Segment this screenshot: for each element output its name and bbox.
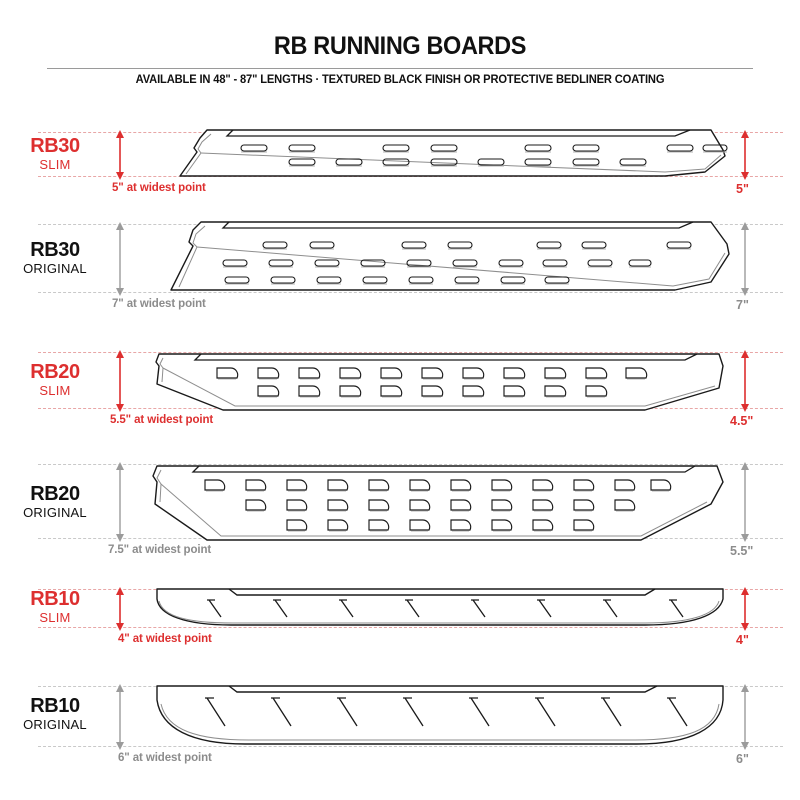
- left-dimension-caption: 7" at widest point: [112, 298, 206, 310]
- model-label-block: RB20 ORIGINAL: [0, 484, 110, 522]
- model-name: RB30: [30, 135, 80, 157]
- guide-line-top: [38, 464, 783, 465]
- model-variant: ORIGINAL: [23, 261, 87, 276]
- product-row-rb10-original: RB10 ORIGINAL 6" at widest point: [0, 672, 800, 772]
- left-dimension-arrow: [116, 587, 124, 631]
- right-dimension-value: 4.5": [730, 414, 754, 428]
- model-label-block: RB30 SLIM: [0, 136, 110, 174]
- model-name: RB20: [30, 361, 80, 383]
- running-board-illustration: [170, 221, 730, 291]
- product-row-rb20-slim: RB20 SLIM 5.5" at widest point: [0, 340, 800, 440]
- product-row-rb30-slim: RB30 SLIM 5" at widest point: [0, 118, 800, 210]
- model-variant: ORIGINAL: [23, 505, 87, 520]
- left-dimension-caption: 7.5" at widest point: [108, 544, 212, 556]
- left-dimension-arrow: [116, 462, 124, 542]
- right-dimension-arrow: [741, 462, 749, 542]
- page-title: RB RUNNING BOARDS: [273, 32, 527, 60]
- left-dimension-caption: 4" at widest point: [118, 633, 212, 645]
- model-name: RB10: [30, 695, 80, 717]
- left-dimension-arrow: [116, 130, 124, 180]
- model-label-block: RB20 SLIM: [0, 362, 110, 400]
- guide-line-bottom: [38, 746, 783, 747]
- page-header: RB RUNNING BOARDS AVAILABLE IN 48" - 87"…: [0, 0, 800, 86]
- left-dimension-arrow: [116, 350, 124, 412]
- running-board-illustration: [152, 465, 724, 541]
- right-dimension-arrow: [741, 130, 749, 180]
- left-dimension-arrow: [116, 684, 124, 750]
- left-dimension-caption: 5.5" at widest point: [110, 414, 214, 426]
- left-dimension-arrow: [116, 222, 124, 296]
- model-variant: SLIM: [39, 610, 71, 625]
- right-dimension-arrow: [741, 684, 749, 750]
- product-row-rb30-original: RB30 ORIGINAL 7" at widest point: [0, 210, 800, 318]
- model-variant: SLIM: [39, 383, 71, 398]
- right-dimension-arrow: [741, 350, 749, 412]
- product-row-rb20-original: RB20 ORIGINAL 7.5" at widest point: [0, 452, 800, 562]
- guide-line-bottom: [38, 292, 783, 293]
- product-row-rb10-slim: RB10 SLIM 4" at widest point: [0, 575, 800, 661]
- right-dimension-value: 4": [736, 633, 749, 647]
- guide-line-top: [38, 352, 783, 353]
- guide-line-bottom: [38, 627, 783, 628]
- right-dimension-value: 5": [736, 182, 749, 196]
- left-dimension-caption: 6" at widest point: [118, 752, 212, 764]
- page-subtitle: AVAILABLE IN 48" - 87" LENGTHS · TEXTURE…: [135, 74, 665, 86]
- model-label-block: RB10 SLIM: [0, 589, 110, 627]
- running-board-illustration: [179, 129, 728, 177]
- model-name: RB20: [30, 483, 80, 505]
- model-name: RB30: [30, 239, 80, 261]
- right-dimension-value: 5.5": [730, 544, 754, 558]
- model-name: RB10: [30, 588, 80, 610]
- running-board-illustration: [156, 685, 724, 745]
- model-label-block: RB10 ORIGINAL: [0, 696, 110, 734]
- right-dimension-value: 7": [736, 298, 749, 312]
- model-label-block: RB30 ORIGINAL: [0, 240, 110, 278]
- header-divider: [47, 68, 753, 69]
- right-dimension-value: 6": [736, 752, 749, 766]
- right-dimension-arrow: [741, 587, 749, 631]
- model-variant: SLIM: [39, 157, 71, 172]
- model-variant: ORIGINAL: [23, 717, 87, 732]
- left-dimension-caption: 5" at widest point: [112, 182, 206, 194]
- running-board-illustration: [155, 353, 724, 411]
- right-dimension-arrow: [741, 222, 749, 296]
- running-board-illustration: [156, 588, 724, 626]
